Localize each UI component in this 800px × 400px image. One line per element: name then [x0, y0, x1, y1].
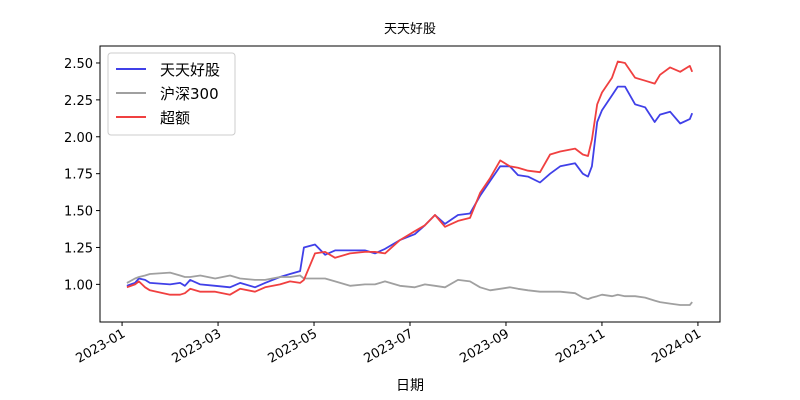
legend-label: 天天好股 [160, 61, 220, 79]
chart-title: 天天好股 [384, 22, 436, 37]
y-tick-label: 2.25 [64, 94, 93, 109]
x-axis-label: 日期 [396, 378, 424, 394]
plot-frame [99, 45, 721, 323]
y-tick-label: 2.00 [64, 131, 93, 146]
series-line [126, 271, 693, 306]
legend-box [107, 52, 236, 136]
y-tick-label: 1.25 [64, 241, 93, 256]
y-tick-label: 1.50 [64, 205, 93, 220]
y-tick-label: 1.00 [64, 278, 93, 293]
y-tick-label: 2.50 [64, 57, 93, 72]
legend-label: 超额 [160, 109, 190, 127]
series-line [126, 60, 694, 296]
legend-label: 沪深300 [160, 85, 219, 103]
y-tick-label: 1.75 [64, 168, 93, 183]
